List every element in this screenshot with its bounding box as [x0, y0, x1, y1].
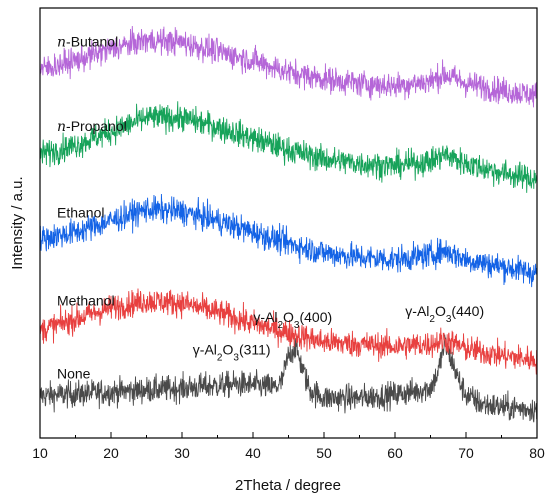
series-line-ethanol	[39, 193, 538, 288]
series-line-none	[39, 334, 538, 423]
x-tick-label: 30	[174, 445, 190, 461]
x-ticks: 10 20 30 40 50 60 70 80	[32, 432, 545, 461]
x-tick-label: 10	[32, 445, 48, 461]
peak-label: γ-Al2O3(440)	[405, 303, 484, 325]
y-axis-label: Intensity / a.u.	[9, 176, 26, 269]
series-line-propanol	[39, 101, 538, 193]
series-line-methanol	[39, 288, 538, 375]
series-label-methanol: Methanol	[57, 292, 115, 308]
peak-annotations: γ-Al2O3(311) γ-Al2O3(400) γ-Al2O3(440)	[193, 303, 484, 363]
x-axis-label: 2Theta / degree	[235, 477, 341, 494]
x-tick-label: 40	[245, 445, 261, 461]
series-layer	[39, 25, 538, 423]
series-line-butanol	[39, 25, 538, 108]
series-label-propanol: n-Propanol	[57, 118, 127, 135]
x-tick-label: 20	[103, 445, 119, 461]
series-label-butanol: n-Butanol	[57, 33, 118, 50]
x-tick-label: 60	[387, 445, 403, 461]
peak-label: γ-Al2O3(400)	[253, 309, 332, 331]
peak-label: γ-Al2O3(311)	[193, 342, 271, 364]
x-tick-label: 50	[316, 445, 332, 461]
series-labels: None Methanol Ethanol n-Propanol n-Butanol	[57, 33, 127, 381]
series-label-ethanol: Ethanol	[57, 205, 104, 221]
x-tick-label: 70	[458, 445, 474, 461]
x-tick-label: 80	[529, 445, 545, 461]
series-label-none: None	[57, 365, 91, 381]
